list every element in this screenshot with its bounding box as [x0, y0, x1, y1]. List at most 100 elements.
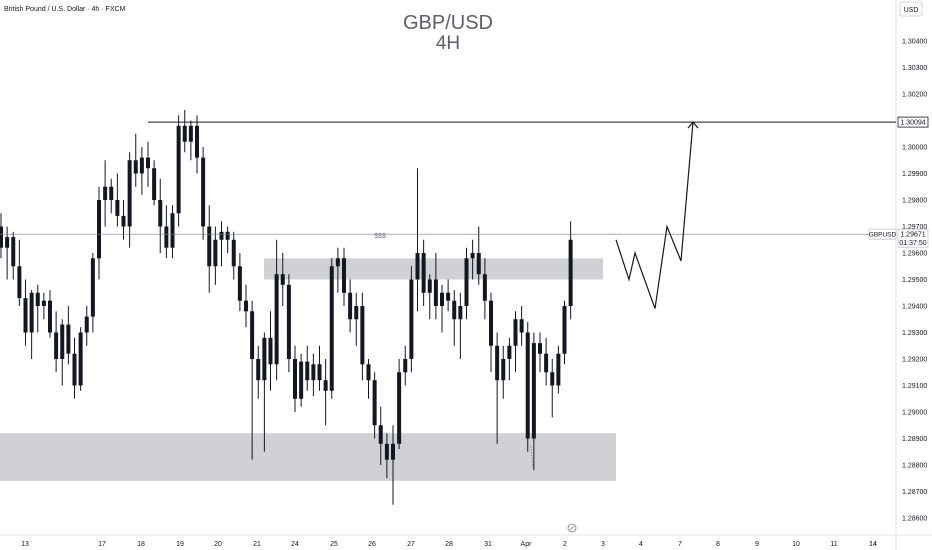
price-scale[interactable]: 1.304001.303001.302001.301001.300001.299… [902, 39, 927, 523]
candle-body [152, 168, 157, 200]
candle [280, 253, 285, 306]
candle-body [262, 337, 267, 381]
candle-body [121, 215, 126, 227]
currency-button[interactable]: USD [899, 1, 923, 17]
candle-body [342, 258, 346, 293]
candle [274, 239, 279, 381]
candle-body [72, 353, 77, 386]
candle [231, 231, 236, 280]
time-tick-label: 24 [291, 541, 299, 548]
candle-body [544, 353, 549, 373]
time-tick-label: 9 [755, 541, 759, 548]
candle [342, 247, 346, 306]
candle-body [170, 213, 175, 248]
candle-body [23, 298, 28, 333]
resistance-price-tag: 1.30094 [897, 116, 929, 128]
candle [476, 226, 481, 285]
time-tick-label: 13 [21, 541, 29, 548]
candle-body [17, 266, 22, 299]
candle-body [397, 372, 402, 444]
candle-body [538, 343, 542, 354]
candle-body [348, 292, 353, 320]
candle-body [323, 380, 328, 391]
candle [103, 160, 108, 227]
candle-body [139, 157, 144, 174]
candle-body [360, 306, 365, 365]
candle-body [66, 324, 71, 354]
candle [244, 284, 248, 328]
candle-body [531, 343, 536, 439]
candle [464, 247, 469, 320]
candle-body [182, 125, 187, 142]
candle-body [225, 231, 230, 240]
candle [329, 258, 334, 399]
price-tick-label: 1.30000 [902, 145, 927, 152]
candle-body [78, 332, 83, 386]
candle [513, 311, 518, 373]
time-tick-label: 10 [792, 541, 800, 548]
candle [415, 168, 420, 312]
time-tick-label: 14 [869, 541, 877, 548]
candle-body [513, 319, 518, 346]
candle [5, 226, 10, 280]
candle [256, 345, 261, 399]
candle-body [495, 345, 500, 381]
candle [421, 239, 426, 306]
price-tick-label: 1.29700 [902, 224, 927, 231]
candle-body [421, 253, 426, 293]
time-tick-label: 27 [407, 541, 415, 548]
candle [538, 332, 542, 373]
candle [397, 359, 402, 450]
candle [378, 406, 383, 465]
candle-body [299, 361, 304, 399]
candle [41, 292, 46, 320]
drawing-cursor-icon[interactable] [567, 523, 577, 533]
candle-body [335, 258, 340, 267]
price-tick-label: 1.28800 [902, 463, 927, 470]
liquidity-marker: $$$ [374, 233, 386, 240]
candle [207, 205, 212, 293]
projection-path[interactable] [615, 122, 694, 309]
candle-body [0, 226, 3, 248]
candle [35, 284, 40, 333]
candle [372, 372, 377, 439]
candle [213, 226, 218, 285]
price-tick-label: 1.30300 [902, 65, 927, 72]
candle-body [556, 353, 561, 386]
candle [360, 292, 365, 381]
candle [489, 292, 493, 373]
candle-body [268, 337, 273, 365]
candle [23, 279, 28, 346]
candle [568, 221, 573, 320]
demand-zone-2 [0, 433, 616, 481]
candle [550, 359, 555, 418]
candle [495, 332, 500, 444]
candle-body [452, 300, 457, 320]
candle [250, 300, 255, 460]
demand-zone-1 [264, 258, 603, 280]
price-tick-label: 1.29800 [902, 198, 927, 205]
candle [133, 133, 138, 187]
candle [164, 205, 169, 259]
candle-body [470, 253, 475, 259]
candle [384, 433, 389, 479]
candle [556, 345, 561, 394]
candle [293, 345, 297, 412]
candle [48, 290, 52, 338]
price-tick-label: 1.28900 [902, 436, 927, 443]
candle-body [501, 359, 506, 381]
candle-body [231, 239, 236, 267]
candle-body [458, 306, 463, 320]
candle-body [115, 200, 120, 216]
price-tick-label: 1.29300 [902, 330, 927, 337]
symbol-description: British Pound / U.S. Dollar · 4h · FXCM [4, 6, 126, 13]
candle [525, 321, 530, 452]
candle-body [90, 258, 95, 317]
currency-label: USD [904, 7, 919, 14]
candle-body [507, 345, 512, 359]
candle-body [29, 292, 34, 333]
